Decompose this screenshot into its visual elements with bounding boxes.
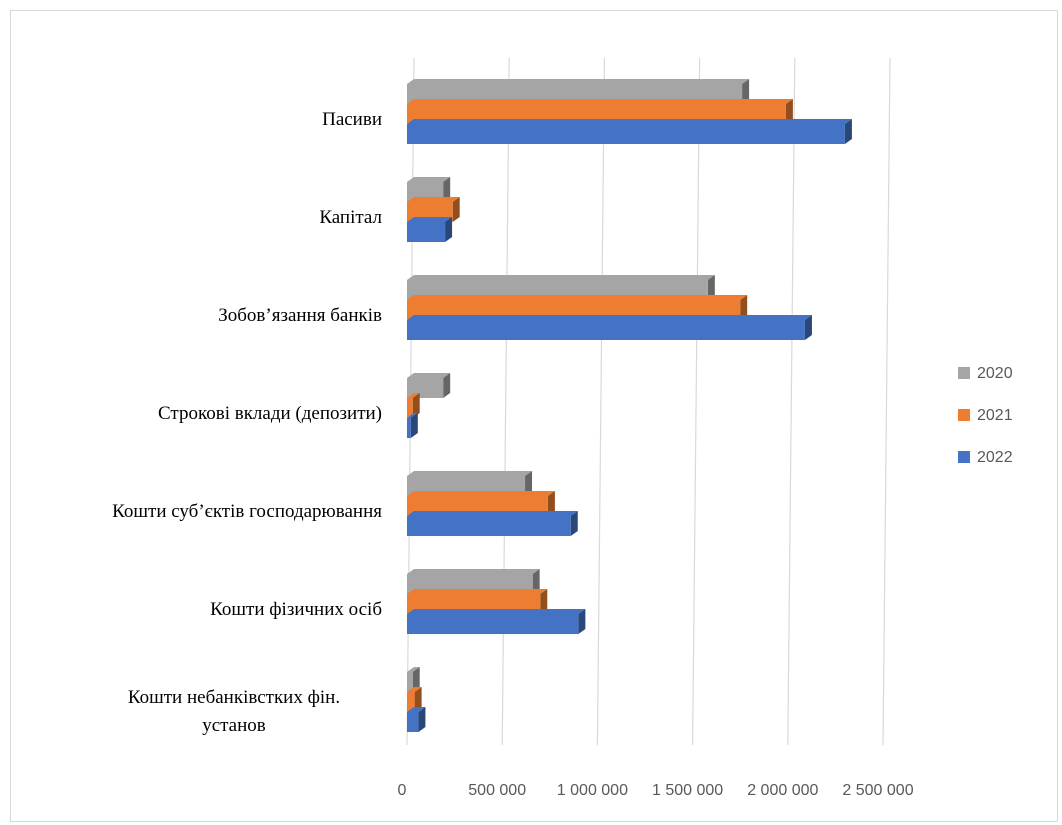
category-label: Кошти суб’єктів господарювання: [112, 501, 382, 522]
gridline: [596, 57, 605, 746]
category-label: Зобов’язання банків: [218, 305, 382, 326]
x-tick-label: 0: [398, 782, 407, 799]
bar-2022: [407, 707, 426, 732]
bar-2022: [407, 217, 453, 242]
legend: 2020 2021 2022: [958, 365, 1013, 466]
bar-2022: [407, 609, 586, 634]
gridline: [882, 57, 891, 746]
x-tick-label: 500 000: [468, 782, 526, 799]
category-label: Строкові вклади (депозити): [158, 403, 382, 424]
legend-swatch: [958, 451, 970, 463]
category-label: установ: [202, 715, 266, 736]
legend-label: 2021: [977, 407, 1013, 424]
bar-2021: [407, 687, 422, 712]
category-label: Кошти фізичних осіб: [210, 599, 382, 620]
gridline: [692, 57, 701, 746]
bar-2022: [407, 119, 852, 144]
legend-swatch: [958, 367, 970, 379]
legend-label: 2022: [977, 449, 1013, 466]
gridline: [501, 57, 510, 746]
bar-2022: [407, 511, 578, 536]
legend-label: 2020: [977, 365, 1013, 382]
x-tick-label: 1 000 000: [557, 782, 628, 799]
bar-2021: [407, 393, 420, 418]
x-tick-label: 1 500 000: [652, 782, 723, 799]
x-tick-labels: 0 500 000 1 000 000 1 500 000 2 000 000 2 500…: [398, 782, 914, 799]
legend-swatch: [958, 409, 970, 421]
gridline: [787, 57, 796, 746]
gridlines: [406, 57, 891, 746]
x-tick-label: 2 000 000: [747, 782, 818, 799]
category-label: Пасиви: [322, 109, 382, 130]
x-tick-label: 2 500 000: [842, 782, 913, 799]
category-label: Капітал: [319, 207, 382, 228]
category-label: Кошти небанківстких фін.: [128, 687, 340, 708]
bars: [407, 79, 852, 732]
bar-2022: [407, 315, 812, 340]
category-labels: Пасиви Капітал Зобов’язання банків Строкові…: [112, 109, 382, 736]
bar-2020: [407, 667, 420, 692]
bar-2022: [407, 413, 418, 438]
